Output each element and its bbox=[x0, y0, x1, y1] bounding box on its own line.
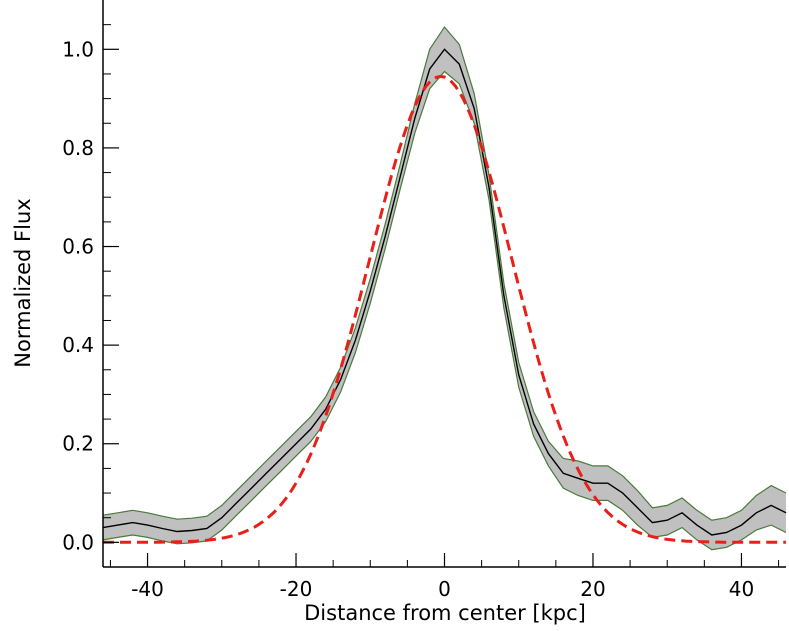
series-layer bbox=[102, 48, 787, 544]
axes-layer bbox=[102, 0, 786, 568]
x-tick-label: 40 bbox=[729, 577, 754, 601]
y-tick-label: 0.0 bbox=[62, 530, 94, 554]
y-axis-label: Normalized Flux bbox=[11, 198, 35, 367]
error-band bbox=[103, 27, 786, 550]
y-tick-label: 0.8 bbox=[62, 136, 94, 160]
y-tick-label: 0.4 bbox=[62, 333, 94, 357]
ticks-layer: -40 -20 0 20 40 0.0 0.2 0.4 0.6 0.8 1.0 bbox=[62, 24, 780, 601]
y-tick-label: 0.2 bbox=[62, 432, 94, 456]
x-tick-label: 20 bbox=[580, 577, 605, 601]
flux-profile-line bbox=[102, 48, 787, 536]
x-tick-label: -40 bbox=[131, 577, 164, 601]
error-band-lower-edge bbox=[102, 70, 787, 551]
y-tick-label: 0.6 bbox=[62, 235, 94, 259]
y-tick-label: 1.0 bbox=[62, 37, 94, 61]
x-tick-label: 0 bbox=[438, 577, 451, 601]
error-band-upper-edge bbox=[102, 26, 787, 521]
x-axis-label: Distance from center [kpc] bbox=[304, 601, 586, 625]
gaussian-fit-line bbox=[103, 74, 786, 544]
x-tick-label: -20 bbox=[280, 577, 313, 601]
error-band-layer bbox=[102, 26, 787, 551]
